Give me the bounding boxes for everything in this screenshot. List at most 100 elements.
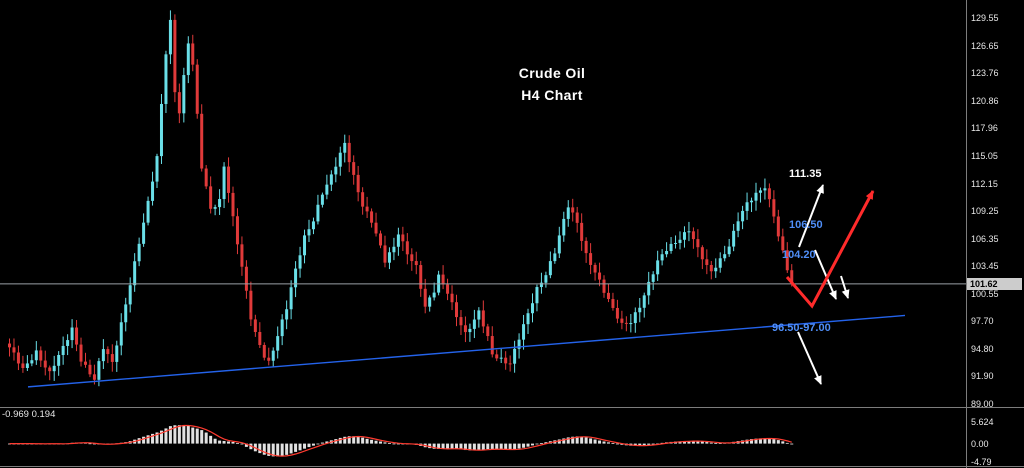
histogram-bar [517, 443, 521, 449]
candle-body [92, 374, 96, 380]
candle-body [240, 244, 244, 267]
candle-body [495, 354, 499, 359]
candle-body [164, 54, 168, 104]
candle-body [620, 318, 624, 323]
histogram-bar [490, 443, 494, 450]
histogram-bar [566, 437, 570, 444]
candle-body [691, 231, 695, 240]
histogram-bar [562, 438, 566, 444]
indicator-axis[interactable]: 5.624 0.00 -4.79 [967, 408, 1024, 468]
histogram-bar [352, 436, 356, 444]
candle-body [736, 221, 740, 231]
histogram-bar [320, 442, 324, 444]
support-trendline [27, 314, 906, 388]
histogram-bar [240, 443, 244, 445]
candle-body [790, 270, 794, 282]
histogram-bar [499, 443, 503, 450]
candle-body [253, 319, 257, 332]
price-axis-label: 129.55 [971, 13, 999, 23]
candle-body [450, 293, 454, 303]
candle-body [468, 328, 472, 333]
candle-body [52, 365, 56, 372]
histogram-bar [526, 443, 530, 447]
candle-body [396, 234, 400, 247]
histogram-bar [231, 441, 235, 444]
candle-body [459, 317, 463, 326]
histogram-bar [754, 438, 758, 444]
candle-body [106, 349, 110, 355]
candle-body [481, 310, 485, 327]
white-down-arrow-small [840, 275, 850, 299]
candle-body [714, 267, 718, 272]
histogram-bar [785, 442, 789, 444]
histogram-bar [504, 443, 508, 450]
histogram-bar [477, 443, 481, 450]
candle-body [535, 287, 539, 304]
white-down-arrow-mid [814, 249, 837, 300]
candle-body [517, 339, 521, 349]
candle-body [776, 216, 780, 237]
candle-body [83, 361, 87, 365]
histogram-bar [280, 443, 284, 456]
price-axis-label: 89.00 [971, 399, 994, 409]
chart-title-symbol: Crude Oil [518, 65, 586, 81]
price-axis-label: 126.65 [971, 40, 999, 51]
histogram-bar [191, 427, 195, 444]
candle-body [70, 327, 74, 341]
histogram-bar [459, 443, 463, 450]
candle-body [115, 345, 119, 362]
histogram-bar [682, 441, 686, 444]
histogram-bar [575, 436, 579, 444]
candle-body [687, 231, 691, 233]
red-projection-arrow [785, 190, 875, 309]
candle-body [557, 235, 561, 254]
candle-body [754, 192, 758, 201]
candle-body [307, 229, 311, 236]
histogram-bar [580, 436, 584, 444]
candle-body [575, 212, 579, 223]
candle-body [553, 253, 557, 262]
candle-body [633, 312, 637, 324]
candle-body [186, 43, 190, 76]
histogram-bar [620, 443, 624, 445]
candle-body [303, 235, 307, 256]
candle-body [347, 142, 351, 163]
candle-body [361, 192, 365, 207]
candle-body [30, 360, 34, 364]
price-axis-label: 120.86 [971, 95, 999, 106]
candle-body [173, 19, 177, 93]
price-axis-label: 106.35 [971, 233, 999, 244]
price-axis[interactable]: 129.55 126.65 123.76 120.86 117.96 115.05 112.… [967, 0, 1024, 409]
histogram-bar [718, 443, 722, 444]
histogram-bar [343, 436, 347, 444]
histogram-bar [776, 440, 780, 444]
candle-body [490, 336, 494, 355]
candle-body [276, 336, 280, 351]
candle-body [477, 310, 481, 320]
histogram-bar [750, 439, 754, 444]
histogram-bar [714, 443, 718, 444]
candle-body [785, 250, 789, 271]
price-axis-label: 91.90 [971, 371, 994, 382]
histogram-bar [508, 443, 512, 450]
histogram-bar [307, 443, 311, 448]
candle-body [593, 264, 597, 273]
candle-body [504, 357, 508, 364]
histogram-bar [709, 442, 713, 444]
candle-body [142, 222, 146, 244]
candle-body [280, 319, 284, 337]
indicator-axis-label: 5.624 [971, 416, 994, 427]
candle-body [133, 261, 137, 286]
histogram-bar [530, 443, 534, 446]
candle-body [258, 331, 262, 345]
candle-body [271, 350, 275, 361]
candle-body [606, 292, 610, 300]
histogram-bar [495, 443, 499, 450]
candle-body [423, 288, 427, 307]
histogram-bar [289, 443, 293, 454]
candle-body [727, 246, 731, 255]
candle-body [660, 254, 664, 261]
candle-body [544, 275, 548, 283]
candle-body [222, 166, 226, 200]
